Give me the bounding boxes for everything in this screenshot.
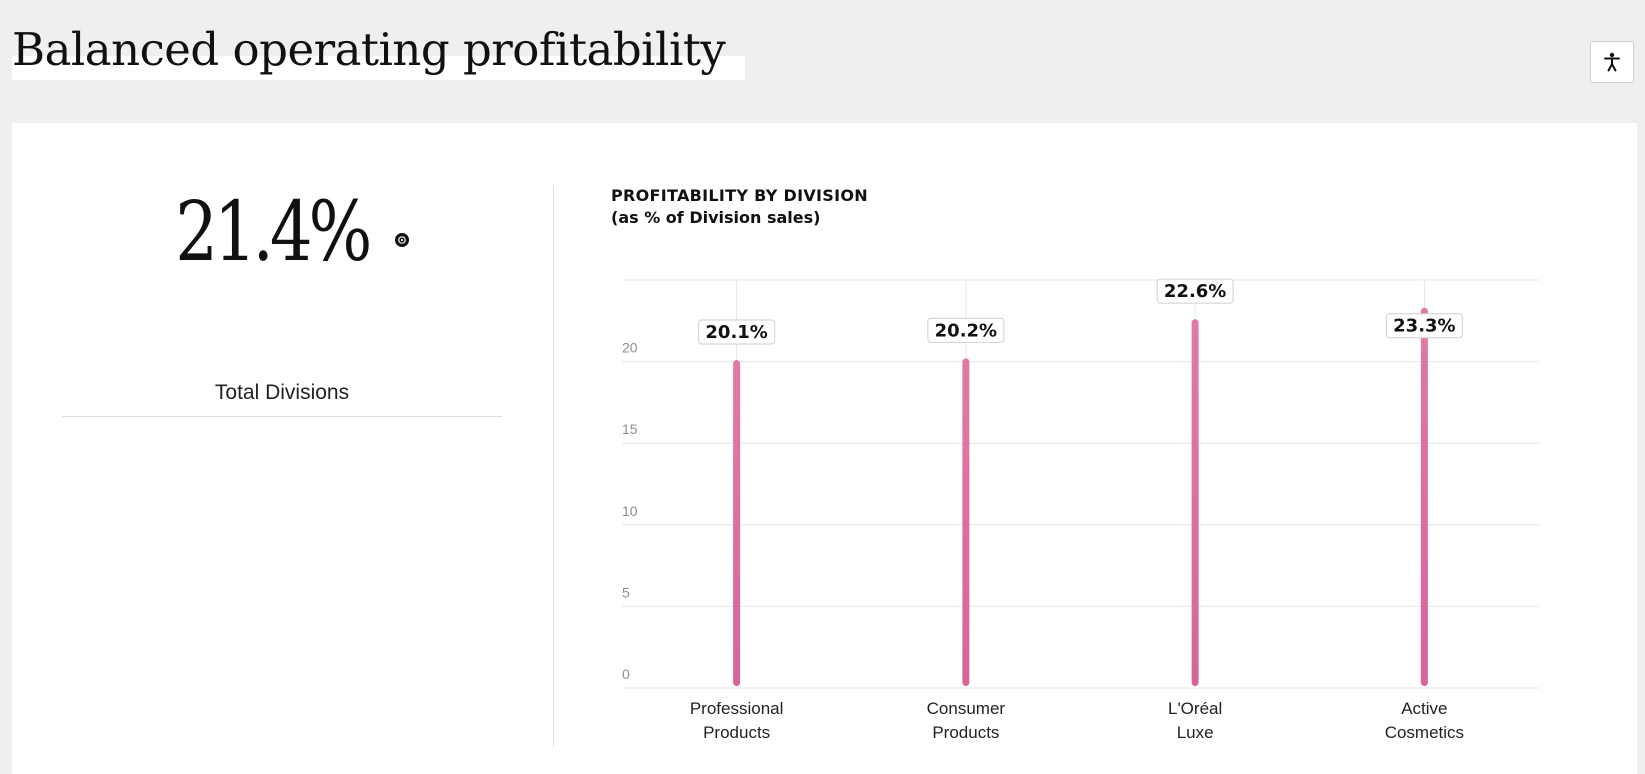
kpi-divider xyxy=(62,416,502,417)
profitability-card: 21.4% Total Divisions PROFITABILITY BY D… xyxy=(12,123,1637,774)
data-label-box xyxy=(927,317,1005,343)
data-label-box xyxy=(1385,313,1463,339)
y-tick-label: 5 xyxy=(622,584,630,600)
y-tick-label: 10 xyxy=(622,503,638,519)
info-dot-icon[interactable] xyxy=(394,232,410,248)
data-label-box xyxy=(1156,278,1234,304)
data-label-box xyxy=(698,319,776,345)
chart-title: PROFITABILITY BY DIVISION xyxy=(611,186,868,205)
x-category-label: L'Oréal xyxy=(1168,699,1222,718)
y-tick-label: 20 xyxy=(622,340,638,356)
y-tick-label: 0 xyxy=(622,666,630,682)
x-category-label: Cosmetics xyxy=(1385,723,1464,742)
x-category-label: Professional xyxy=(690,699,784,718)
kpi-total-value: 21.4% xyxy=(175,185,372,280)
bar xyxy=(733,359,741,686)
x-category-label: Active xyxy=(1401,699,1447,718)
data-label: 22.6% xyxy=(1164,281,1226,302)
data-label: 23.3% xyxy=(1393,316,1455,337)
x-category-label: Consumer xyxy=(927,699,1006,718)
accessibility-button[interactable] xyxy=(1590,41,1634,83)
kpi-block: 21.4% Total Divisions xyxy=(62,183,502,413)
accessibility-person-icon xyxy=(1604,52,1620,72)
data-label: 20.2% xyxy=(935,320,997,341)
page-title: Balanced operating profitability xyxy=(12,20,746,80)
kpi-label: Total Divisions xyxy=(214,381,350,404)
x-category-label: Products xyxy=(703,723,770,742)
data-label: 20.1% xyxy=(705,322,767,343)
bar xyxy=(1191,319,1199,686)
profitability-bar-chart: 0 5 10 15 20 20.1% Professional Products 20.2% Co… xyxy=(622,278,1539,742)
x-category-label: Products xyxy=(932,723,999,742)
section-divider xyxy=(553,185,554,747)
bar xyxy=(1420,307,1428,686)
kpi-value-row: 21.4% xyxy=(62,183,502,283)
chart-subtitle: (as % of Division sales) xyxy=(611,208,821,227)
bar xyxy=(962,358,970,686)
y-tick-label: 15 xyxy=(622,421,638,437)
x-category-label: Luxe xyxy=(1177,723,1214,742)
